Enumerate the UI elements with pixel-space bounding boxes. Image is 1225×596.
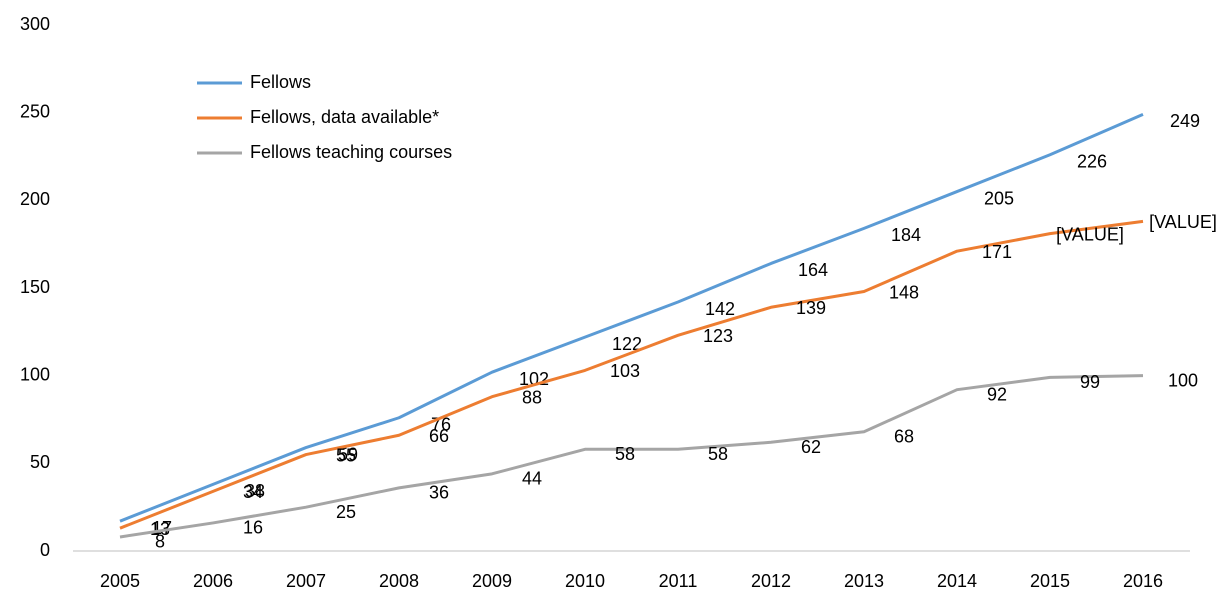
x-tick-label: 2014 [937,571,977,591]
data-label: 36 [429,483,449,503]
data-label: 205 [984,188,1014,208]
data-label: 249 [1170,111,1200,131]
x-tick-label: 2008 [379,571,419,591]
data-label: 34 [243,482,263,502]
data-label: 171 [982,242,1012,262]
y-tick-label: 250 [20,101,50,121]
data-label: 92 [987,384,1007,404]
x-tick-label: 2013 [844,571,884,591]
x-tick-label: 2006 [193,571,233,591]
data-label: 184 [891,225,921,245]
series-line [119,219,1144,530]
data-label: 226 [1077,151,1107,171]
data-label: 142 [705,299,735,319]
data-label: 139 [796,298,826,318]
data-label: 59 [338,444,358,464]
x-tick-label: 2009 [472,571,512,591]
series-line [119,113,1144,523]
x-tick-label: 2012 [751,571,791,591]
data-label: 100 [1168,370,1198,390]
x-tick-label: 2015 [1030,571,1070,591]
data-label: [VALUE] [1056,224,1124,244]
data-label: 122 [612,334,642,354]
data-label: 68 [894,427,914,447]
data-label: 55 [336,445,356,465]
x-tick-label: 2005 [100,571,140,591]
series-line [119,374,1144,539]
data-label: 164 [798,260,828,280]
legend-label: Fellows, data available* [250,107,439,127]
data-label: [VALUE] [1149,212,1217,232]
data-label: 25 [336,502,356,522]
data-label: 88 [522,387,542,407]
data-label: 103 [610,361,640,381]
y-tick-label: 150 [20,277,50,297]
data-label: 58 [615,444,635,464]
data-label: 8 [155,532,165,552]
y-tick-label: 0 [40,540,50,560]
data-label: 17 [152,518,172,538]
x-tick-label: 2007 [286,571,326,591]
x-tick-label: 2010 [565,571,605,591]
data-label: 16 [243,518,263,538]
data-label: 123 [703,326,733,346]
data-label: 99 [1080,372,1100,392]
data-label: 44 [522,469,542,489]
y-tick-label: 300 [20,14,50,34]
y-tick-label: 100 [20,364,50,384]
y-tick-label: 200 [20,189,50,209]
legend-label: Fellows [250,72,311,92]
data-label: 62 [801,437,821,457]
data-label: 66 [429,426,449,446]
x-tick-label: 2016 [1123,571,1163,591]
data-label: 13 [150,519,170,539]
legend-label: Fellows teaching courses [250,142,452,162]
data-label: 148 [889,282,919,302]
data-label: 58 [708,444,728,464]
y-tick-label: 50 [30,452,50,472]
data-label: 38 [245,481,265,501]
x-tick-label: 2011 [659,571,698,591]
